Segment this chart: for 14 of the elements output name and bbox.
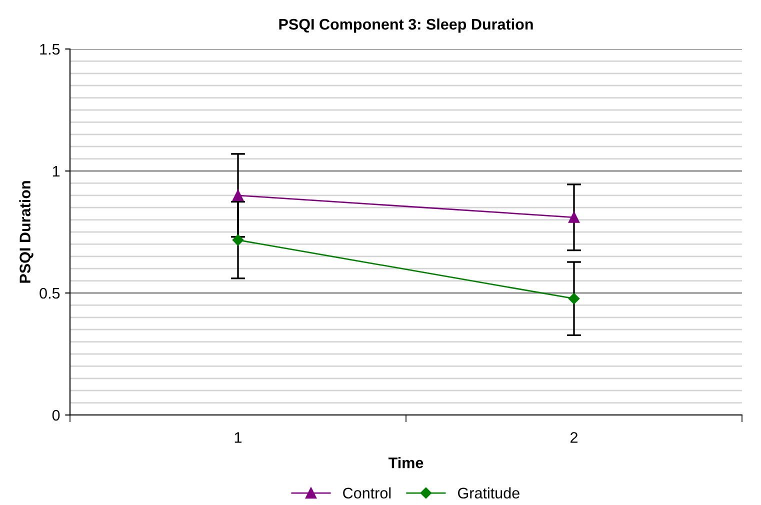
legend-label: Control [343, 487, 391, 499]
legend-label: Gratitude [458, 487, 520, 499]
point [568, 212, 580, 223]
y-tick-label: 0.5 [40, 288, 60, 299]
y-tick-label: 1.5 [40, 44, 60, 55]
y-axis-title: PSQI Duration [19, 181, 34, 283]
chart-title: PSQI Component 3: Sleep Duration [279, 18, 533, 33]
x-axis-title: Time [388, 457, 424, 468]
point [568, 293, 580, 304]
y-tick-label: 1 [52, 166, 60, 177]
x-tick-label: 2 [570, 432, 578, 443]
y-tick-label: 0 [52, 410, 60, 421]
point [232, 234, 244, 246]
point [232, 190, 244, 201]
